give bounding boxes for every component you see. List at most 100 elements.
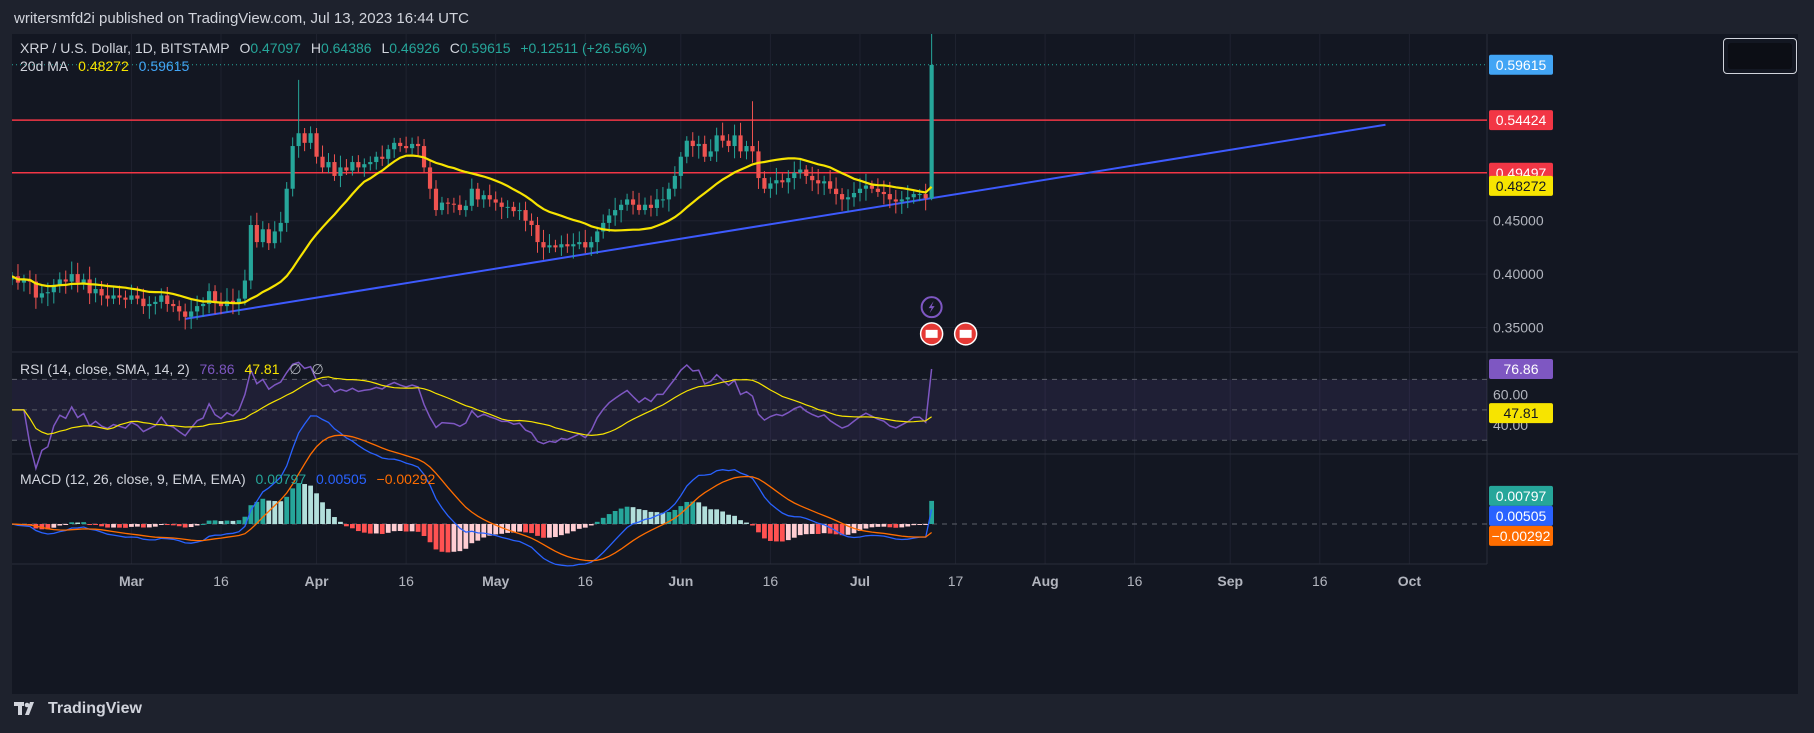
macd-histogram-bar: [600, 517, 606, 524]
candle-body: [272, 231, 277, 244]
time-tick-label: 16: [1127, 573, 1143, 589]
candle-body: [905, 197, 910, 200]
candle-body: [350, 162, 355, 171]
candle-body: [857, 188, 863, 193]
macd-histogram-bar: [779, 524, 785, 542]
candle-body: [427, 167, 433, 189]
macd-histogram-bar: [666, 512, 672, 524]
macd-histogram-bar: [391, 524, 397, 532]
macd-histogram-bar: [547, 524, 552, 538]
candle-body: [201, 303, 206, 307]
rsi-legend[interactable]: RSI (14, close, SMA, 14, 2) 76.86 47.81 …: [20, 361, 330, 378]
macd-histogram-bar: [152, 524, 158, 527]
symbol-legend[interactable]: XRP / U.S. Dollar, 1D, BITSTAMP O0.47097…: [20, 40, 653, 56]
macd-histogram-bar: [164, 524, 170, 526]
time-tick-label: Mar: [119, 573, 144, 589]
macd-histogram-bar: [750, 524, 755, 526]
macd-histogram-bar: [911, 524, 917, 526]
macd-histogram-bar: [99, 524, 104, 527]
candle-body: [451, 203, 456, 205]
candle-body: [165, 295, 170, 304]
candle-body: [159, 295, 164, 302]
price-chart-svg[interactable]: 0.35000 0.40000 0.45000 Mar 16 Apr 16 May 16 Jun 1…: [12, 34, 1798, 694]
macd-histogram-bar: [355, 524, 361, 532]
chart-frame[interactable]: 0.35000 0.40000 0.45000 Mar 16 Apr 16 May 16 Jun 1…: [12, 34, 1798, 694]
price-tag-resistance-text: 0.54424: [1496, 112, 1547, 128]
candle-body: [833, 188, 839, 195]
candle-body: [344, 167, 349, 171]
macd-histogram-bar: [768, 524, 773, 541]
time-tick-label: Oct: [1398, 573, 1422, 589]
macd-hist-value: 0.00797: [255, 471, 307, 487]
time-tick-label: Jun: [668, 573, 693, 589]
high-value: 0.64386: [320, 40, 372, 56]
macd-histogram-bar: [570, 524, 576, 532]
candle-body: [69, 274, 74, 282]
macd-hist-tag: 0.00797: [1489, 485, 1553, 506]
time-tick-label: Apr: [304, 573, 329, 589]
macd-histogram-bar: [803, 524, 809, 535]
macd-histogram-bar: [690, 501, 696, 524]
candle-body: [469, 188, 474, 206]
candle-body: [296, 133, 301, 147]
candle-body: [923, 194, 928, 199]
macd-histogram-bar: [678, 506, 684, 524]
macd-histogram-bar: [702, 506, 708, 524]
macd-histogram-bar: [409, 524, 415, 532]
macd-histogram-bar: [326, 508, 331, 524]
macd-histogram-bar: [541, 524, 546, 538]
candle-body: [463, 205, 468, 211]
macd-histogram-bar: [529, 524, 534, 534]
macd-histogram-bar: [230, 520, 236, 524]
time-tick-label: 16: [763, 573, 779, 589]
macd-hist-tag-bg: [1489, 485, 1553, 506]
candle-body: [780, 180, 785, 183]
macd-histogram-bar: [720, 511, 726, 524]
macd-histogram-bar: [69, 522, 75, 524]
macd-histogram-bar: [415, 524, 421, 532]
macd-histogram-bar: [493, 524, 499, 535]
macd-signal-tag-text: −0.00292: [1492, 528, 1551, 544]
candle-body: [565, 244, 570, 247]
macd-histogram-bar: [624, 506, 630, 524]
macd-histogram-bar: [612, 510, 618, 524]
candle-body: [851, 193, 857, 198]
macd-signal-value: −0.00292: [376, 471, 436, 487]
candle-body: [708, 151, 713, 157]
candle-body: [39, 293, 44, 298]
macd-histogram-bar: [576, 524, 582, 529]
candle-body: [135, 295, 140, 299]
top-right-button[interactable]: [1723, 38, 1797, 74]
candle-body: [433, 188, 439, 211]
macd-histogram-bar: [559, 524, 564, 536]
candle-body: [117, 295, 122, 298]
candle-body: [75, 274, 80, 283]
ma-legend[interactable]: 20d MA 0.48272 0.59615: [20, 58, 195, 74]
macd-histogram-bar: [457, 524, 463, 552]
ma-value: 0.48272: [78, 58, 129, 74]
macd-histogram-bar: [403, 524, 409, 532]
macd-histogram-bar: [278, 501, 284, 524]
macd-histogram-bar: [845, 524, 851, 535]
macd-histogram-bar: [57, 524, 63, 526]
macd-histogram-bar: [714, 509, 720, 524]
events-group: [919, 296, 978, 346]
macd-histogram-bar: [696, 502, 702, 524]
macd-histogram-bar: [296, 483, 302, 524]
macd-legend[interactable]: MACD (12, 26, close, 9, EMA, EMA) 0.0079…: [20, 471, 441, 487]
candle-body: [732, 135, 737, 147]
candle-body: [332, 162, 337, 176]
macd-histogram-bar: [469, 524, 475, 544]
candle-body: [660, 199, 666, 201]
candle-body: [696, 143, 701, 147]
rsi-sma-tag: 47.81: [1489, 403, 1553, 424]
candle-body: [81, 279, 86, 283]
macd-signal-line: [12, 434, 932, 562]
macd-label: MACD (12, 26, close, 9, EMA, EMA): [20, 471, 246, 487]
macd-histogram-bar: [481, 524, 487, 538]
macd-histogram-bar: [421, 524, 427, 536]
candle-body: [183, 311, 188, 317]
macd-histogram-bar: [105, 524, 110, 528]
macd-histogram-bar: [344, 524, 349, 527]
macd-histogram-bar: [266, 500, 272, 524]
